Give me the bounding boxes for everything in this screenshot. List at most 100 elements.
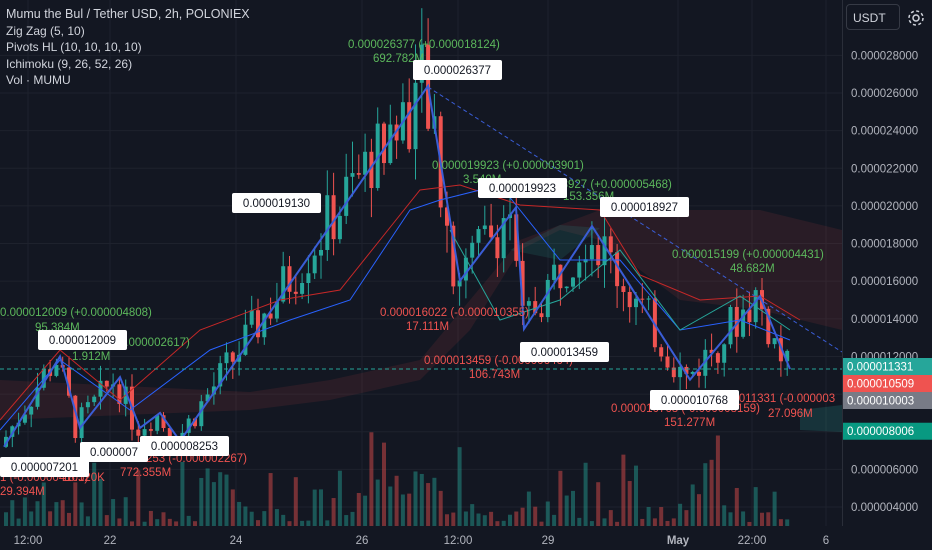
indicator-pivots[interactable]: Pivots HL (10, 10, 10, 10) — [6, 40, 142, 54]
candle-body — [772, 338, 777, 345]
candle-body — [697, 371, 701, 376]
candle-body — [369, 151, 374, 189]
volume-bar — [249, 511, 254, 526]
volume-bar — [552, 514, 557, 526]
volume-bar — [54, 502, 59, 526]
pivot-value-box — [232, 193, 321, 213]
candle-body — [230, 352, 235, 362]
candle-body — [199, 401, 204, 427]
volume-bar — [785, 519, 790, 526]
candle-body — [589, 245, 594, 260]
baseline-line — [0, 184, 801, 421]
volume-bar — [67, 512, 71, 526]
candle-body — [734, 306, 739, 337]
candle-body — [211, 386, 216, 395]
candle-body — [356, 173, 361, 175]
time-tick-label: May — [667, 535, 690, 547]
candle-body — [300, 282, 305, 294]
volume-bar — [350, 511, 355, 526]
volume-bar — [728, 512, 733, 526]
candle-body — [451, 225, 456, 287]
volume-bar — [627, 481, 632, 526]
candle-body — [29, 406, 34, 415]
candle-body — [489, 225, 494, 238]
volume-bar — [167, 518, 172, 526]
pivot-value-text: 0.000008253 — [151, 441, 218, 453]
candle-body — [766, 308, 771, 345]
price-badge — [843, 358, 932, 375]
volume-bar — [256, 520, 260, 526]
chart-legend: Mumu the Bul / Tether USD, 2h, POLONIEX … — [6, 6, 250, 89]
volume-bar — [747, 521, 752, 526]
zigzag-value-label: 0.000019923 (+0.000003901) — [432, 160, 584, 172]
trend-line-dashed — [427, 86, 843, 353]
candle-body — [728, 306, 733, 345]
candle-body — [136, 429, 141, 436]
indicator-volume[interactable]: Vol · MUMU — [6, 73, 71, 87]
volume-bar — [564, 495, 569, 526]
candle-body — [167, 428, 172, 442]
cloud-area-green — [510, 225, 600, 260]
candle-body — [552, 264, 557, 280]
candle-body — [520, 260, 525, 306]
volume-bar — [117, 518, 122, 526]
volume-bar — [646, 506, 651, 526]
volume-bar — [142, 521, 147, 526]
volume-bar — [463, 511, 468, 526]
candle-body — [262, 313, 267, 338]
price-tick-label: 0.000016000 — [851, 276, 918, 288]
volume-bar — [539, 521, 544, 526]
candle-body — [79, 407, 84, 439]
price-tick-label: 0.000006000 — [851, 464, 918, 476]
volume-bar — [130, 521, 134, 526]
lagging-line — [449, 229, 791, 331]
candle-body — [268, 313, 273, 319]
zigzag-value-label: 106.743M — [469, 369, 520, 381]
volume-bar — [571, 490, 575, 526]
pivot-value-box — [520, 342, 609, 362]
volume-bar — [388, 486, 393, 526]
candle-body — [54, 364, 59, 376]
volume-bar — [230, 489, 235, 526]
candle-body — [237, 354, 242, 362]
time-tick-label: 29 — [542, 535, 555, 547]
candle-body — [564, 286, 569, 289]
volume-bar — [218, 472, 223, 526]
pivot-value-text: 0.000026377 — [424, 65, 491, 77]
pivot-value-text: 0.000007201 — [11, 462, 78, 474]
indicator-ichimoku[interactable]: Ichimoku (9, 26, 52, 26) — [6, 56, 133, 71]
zigzag-value-label: 1.912M — [72, 351, 110, 363]
volume-bar — [715, 435, 720, 526]
volume-bar — [111, 499, 116, 526]
settings-gear-icon[interactable] — [906, 8, 926, 28]
indicator-zigzag[interactable]: Zig Zag (5, 10) — [6, 23, 85, 38]
price-badge-text: 0.000010509 — [847, 379, 914, 391]
volume-bar — [445, 514, 449, 526]
symbol-title[interactable]: Mumu the Bul / Tether USD, 2h, POLONIEX — [6, 7, 250, 21]
volume-bar — [432, 477, 437, 526]
candle-body — [281, 266, 286, 302]
candle-body — [22, 414, 27, 423]
zigzag-value-label: 17.111M — [406, 321, 449, 333]
time-axis: 12:00 22 24 26 12:00 29 May 22:00 6 — [14, 535, 830, 547]
candle-body — [337, 215, 342, 240]
candle-body — [482, 225, 487, 230]
candle-body — [35, 387, 40, 407]
volume-bar — [640, 518, 645, 526]
zigzag-path — [3, 83, 791, 448]
volume-bar — [394, 475, 399, 526]
ichimoku-cloud — [0, 210, 842, 432]
volume-bar — [356, 492, 361, 526]
candle-body — [344, 176, 349, 216]
candle-body — [205, 394, 210, 402]
price-tick-label: 0.000024000 — [851, 126, 918, 138]
time-tick-label: 6 — [823, 535, 829, 547]
candle-body — [539, 313, 544, 318]
candle-body — [274, 301, 279, 319]
volume-bar — [224, 474, 229, 526]
currency-selector[interactable]: USDT — [846, 4, 900, 30]
volume-bar — [697, 494, 701, 526]
candle-body — [495, 237, 500, 259]
candle-body — [659, 347, 664, 357]
